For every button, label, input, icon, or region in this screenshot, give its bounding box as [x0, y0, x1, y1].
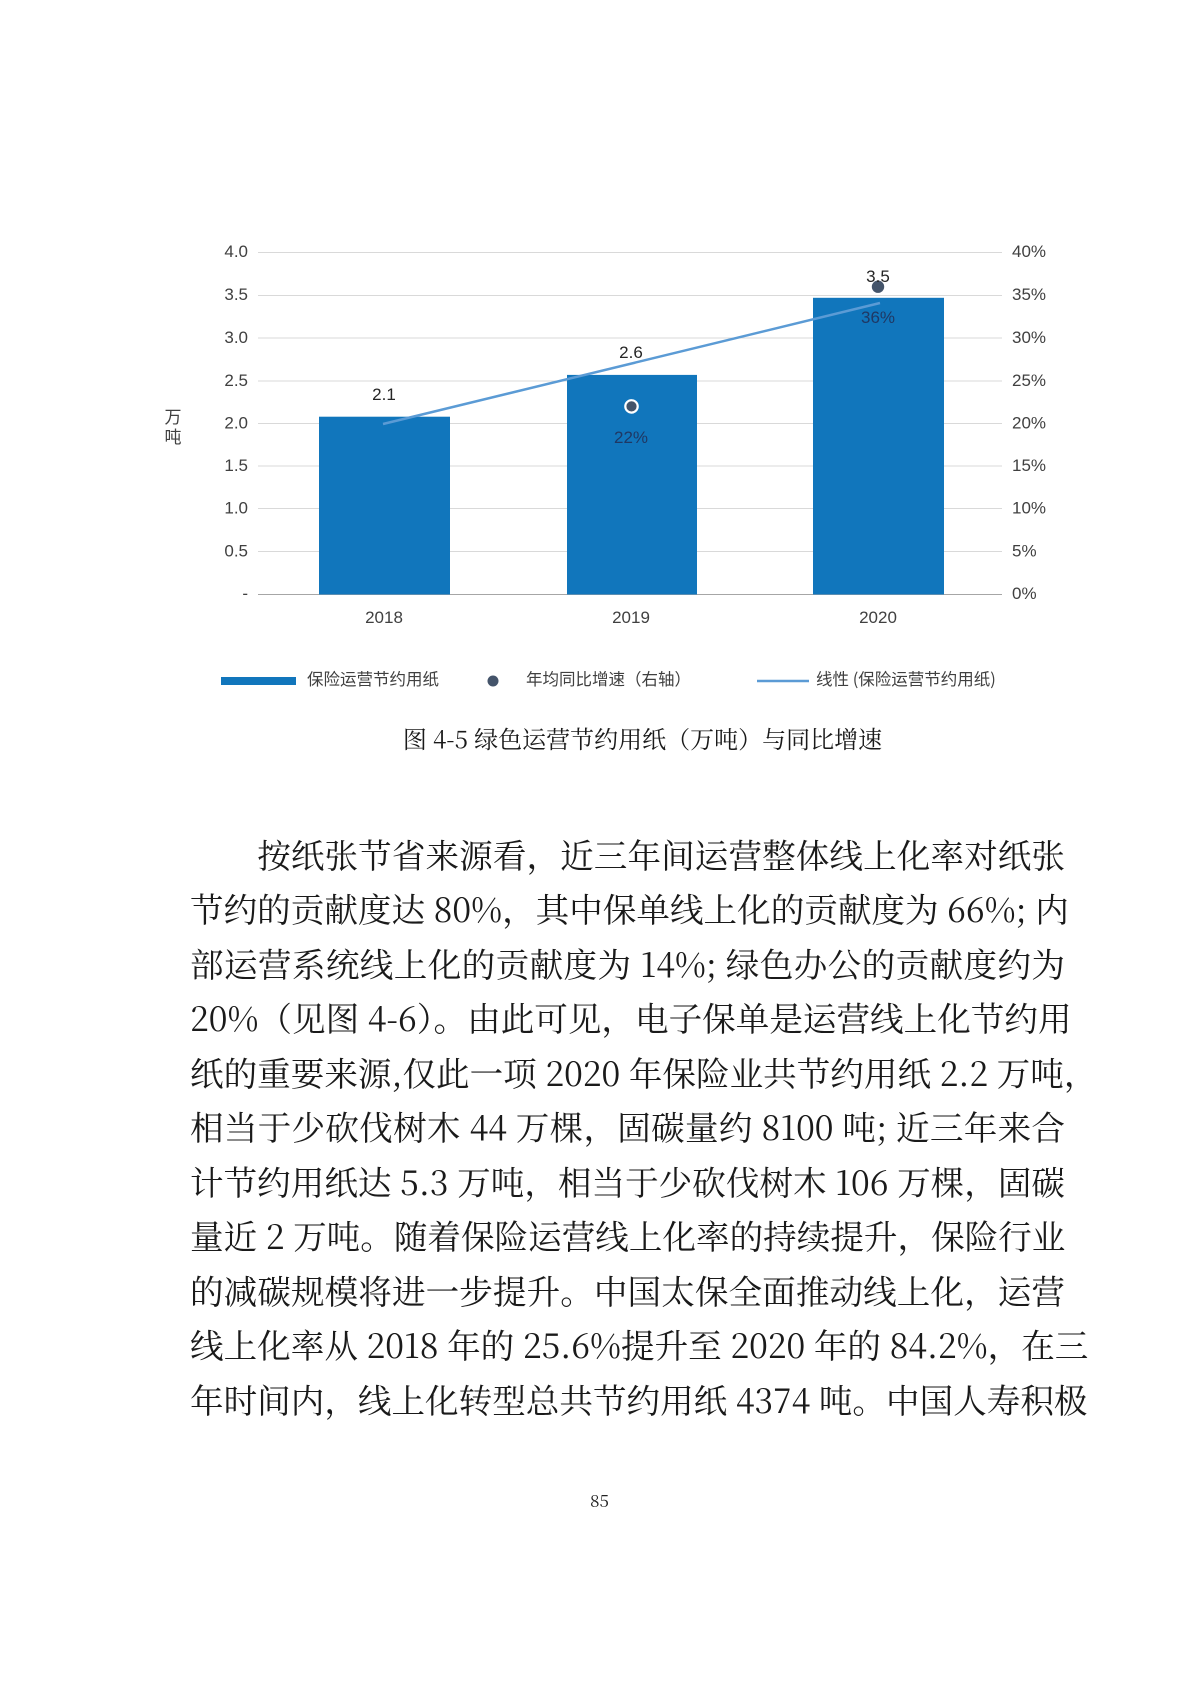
svg-text:1.0: 1.0 [224, 499, 248, 518]
svg-text:20%: 20% [1012, 414, 1046, 433]
svg-text:2020: 2020 [859, 608, 897, 627]
svg-text:3.5: 3.5 [866, 267, 890, 286]
svg-text:年均同比增速（右轴）: 年均同比增速（右轴） [526, 666, 691, 690]
svg-text:2.1: 2.1 [372, 385, 396, 404]
svg-text:30%: 30% [1012, 328, 1046, 347]
svg-text:0.5: 0.5 [224, 542, 248, 561]
svg-text:3.0: 3.0 [224, 328, 248, 347]
svg-text:35%: 35% [1012, 285, 1046, 304]
svg-text:线性 (保险运营节约用纸): 线性 (保险运营节约用纸) [816, 666, 996, 690]
svg-text:25%: 25% [1012, 371, 1046, 390]
svg-text:10%: 10% [1012, 499, 1046, 518]
svg-text:4.0: 4.0 [224, 242, 248, 261]
svg-text:2.5: 2.5 [224, 371, 248, 390]
svg-text:保险运营节约用纸: 保险运营节约用纸 [307, 666, 439, 690]
svg-text:2019: 2019 [612, 608, 650, 627]
svg-text:15%: 15% [1012, 456, 1046, 475]
svg-text:0%: 0% [1012, 584, 1037, 603]
svg-text:2018: 2018 [365, 608, 403, 627]
svg-text:2.0: 2.0 [224, 414, 248, 433]
svg-text:36%: 36% [861, 308, 895, 327]
svg-text:-: - [242, 584, 248, 603]
svg-text:1.5: 1.5 [224, 456, 248, 475]
svg-text:3.5: 3.5 [224, 285, 248, 304]
svg-text:40%: 40% [1012, 242, 1046, 261]
svg-text:2.6: 2.6 [619, 343, 643, 362]
svg-text:5%: 5% [1012, 542, 1037, 561]
svg-text:吨: 吨 [165, 423, 182, 448]
svg-text:22%: 22% [614, 428, 648, 447]
